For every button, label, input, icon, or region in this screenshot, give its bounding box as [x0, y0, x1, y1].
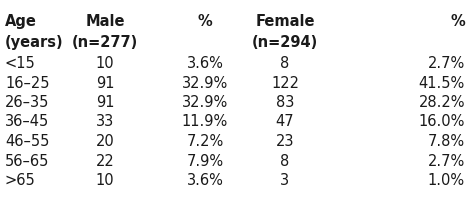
- Text: Female: Female: [255, 14, 315, 29]
- Text: 3.6%: 3.6%: [187, 173, 223, 188]
- Text: (years): (years): [5, 35, 64, 50]
- Text: 10: 10: [96, 56, 114, 71]
- Text: 91: 91: [96, 76, 114, 90]
- Text: 122: 122: [271, 76, 299, 90]
- Text: (n=277): (n=277): [72, 35, 138, 50]
- Text: 3.6%: 3.6%: [187, 56, 223, 71]
- Text: 8: 8: [281, 154, 290, 168]
- Text: 22: 22: [96, 154, 114, 168]
- Text: 36–45: 36–45: [5, 115, 49, 129]
- Text: 7.2%: 7.2%: [186, 134, 224, 149]
- Text: >65: >65: [5, 173, 36, 188]
- Text: 23: 23: [276, 134, 294, 149]
- Text: %: %: [450, 14, 465, 29]
- Text: 1.0%: 1.0%: [428, 173, 465, 188]
- Text: 47: 47: [276, 115, 294, 129]
- Text: 16.0%: 16.0%: [419, 115, 465, 129]
- Text: 33: 33: [96, 115, 114, 129]
- Text: 83: 83: [276, 95, 294, 110]
- Text: 8: 8: [281, 56, 290, 71]
- Text: 2.7%: 2.7%: [428, 56, 465, 71]
- Text: 41.5%: 41.5%: [419, 76, 465, 90]
- Text: 3: 3: [281, 173, 290, 188]
- Text: %: %: [198, 14, 212, 29]
- Text: 32.9%: 32.9%: [182, 76, 228, 90]
- Text: 10: 10: [96, 173, 114, 188]
- Text: (n=294): (n=294): [252, 35, 318, 50]
- Text: 11.9%: 11.9%: [182, 115, 228, 129]
- Text: Age: Age: [5, 14, 37, 29]
- Text: 16–25: 16–25: [5, 76, 49, 90]
- Text: 2.7%: 2.7%: [428, 154, 465, 168]
- Text: 56–65: 56–65: [5, 154, 49, 168]
- Text: 20: 20: [96, 134, 114, 149]
- Text: 7.8%: 7.8%: [428, 134, 465, 149]
- Text: 26–35: 26–35: [5, 95, 49, 110]
- Text: 7.9%: 7.9%: [186, 154, 224, 168]
- Text: 91: 91: [96, 95, 114, 110]
- Text: 28.2%: 28.2%: [419, 95, 465, 110]
- Text: 46–55: 46–55: [5, 134, 49, 149]
- Text: Male: Male: [85, 14, 125, 29]
- Text: <15: <15: [5, 56, 36, 71]
- Text: 32.9%: 32.9%: [182, 95, 228, 110]
